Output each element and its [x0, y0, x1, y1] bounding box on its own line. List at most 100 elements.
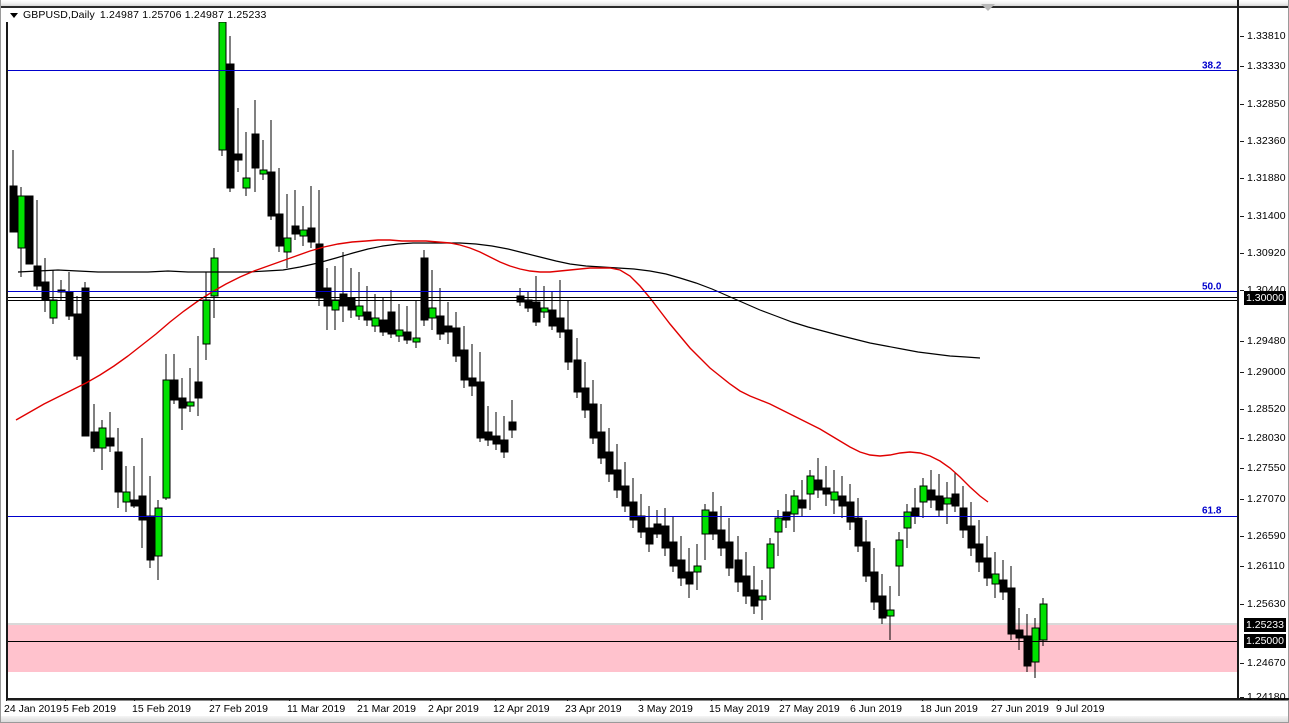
- date-tick-label: 2 Apr 2019: [428, 703, 479, 715]
- candle: [605, 428, 614, 482]
- date-tick: [567, 698, 568, 701]
- ohlc-values: 1.24987 1.25706 1.24987 1.25233: [99, 9, 267, 21]
- price-tick-label: 1.32360: [1247, 135, 1286, 147]
- price-tick-label: 1.33810: [1247, 30, 1286, 42]
- date-tick-label: 3 May 2019: [638, 703, 693, 715]
- date-tick-label: 27 Feb 2019: [209, 703, 268, 715]
- price-badge: 1.30000: [1244, 291, 1286, 305]
- candle: [122, 466, 131, 512]
- round-1.25000-line[interactable]: [8, 641, 1237, 642]
- date-tick: [289, 698, 290, 701]
- candle: [81, 282, 90, 437]
- candle: [186, 368, 195, 412]
- date-tick-label: 27 Jun 2019: [991, 703, 1049, 715]
- candle: [983, 536, 992, 586]
- candle: [387, 290, 396, 338]
- candle: [403, 306, 412, 344]
- price-tick-label: 1.28520: [1247, 403, 1286, 415]
- candle: [645, 506, 654, 552]
- candle: [734, 536, 743, 592]
- price-tick-label: 1.27070: [1247, 493, 1286, 505]
- candle: [73, 296, 82, 360]
- price-tick-label: 1.27550: [1247, 462, 1286, 474]
- date-tick-label: 5 Feb 2019: [63, 703, 117, 715]
- price-tick: [1240, 341, 1244, 342]
- candle: [911, 488, 920, 524]
- candle: [693, 544, 702, 590]
- date-tick-label: 27 May 2019: [779, 703, 840, 715]
- price-tick: [1240, 697, 1244, 698]
- round-1.30000-line[interactable]: [8, 297, 1237, 298]
- moving-average-line: [15, 239, 989, 503]
- candle: [806, 470, 815, 510]
- candle: [420, 250, 429, 326]
- candle: [613, 444, 622, 498]
- candle: [1039, 598, 1048, 646]
- candle: [25, 195, 34, 265]
- candle: [967, 502, 976, 556]
- price-tick: [1240, 290, 1244, 291]
- date-tick: [65, 698, 66, 701]
- date-tick-label: 6 Jun 2019: [850, 703, 902, 715]
- candle: [178, 378, 187, 430]
- price-tick: [1240, 253, 1244, 254]
- price-tick: [1240, 566, 1244, 567]
- price-tick: [1240, 216, 1244, 217]
- fib-label-61-8: 61.8: [1202, 505, 1222, 517]
- candle: [452, 312, 461, 362]
- support-zone-cap: [8, 623, 1237, 625]
- fib-label-50-0: 50.0: [1202, 281, 1222, 293]
- candle: [508, 400, 517, 438]
- candle: [822, 466, 831, 506]
- price-plot-area[interactable]: 38.2 50.0 61.8: [8, 22, 1237, 698]
- candle: [750, 566, 759, 614]
- candle: [581, 362, 590, 418]
- candle: [532, 276, 541, 326]
- candle: [685, 548, 694, 598]
- candle: [492, 412, 501, 450]
- candle: [677, 536, 686, 586]
- date-tick: [1058, 698, 1059, 701]
- candle: [355, 272, 364, 320]
- price-tick: [1240, 438, 1244, 439]
- candle: [210, 248, 219, 318]
- price-tick-label: 1.24670: [1247, 657, 1286, 669]
- candle: [138, 438, 147, 548]
- candle: [886, 586, 895, 640]
- price-tick: [1240, 141, 1244, 142]
- candle: [573, 338, 582, 398]
- candle: [259, 140, 268, 180]
- chevron-down-icon[interactable]: [10, 13, 18, 18]
- candle: [878, 574, 887, 624]
- price-axis[interactable]: 1.33810 1.33330 1.32850 1.32360 1.31880 1.314…: [1240, 22, 1289, 703]
- candle: [782, 494, 791, 528]
- candle: [33, 200, 42, 290]
- candle: [669, 516, 678, 572]
- date-tick: [993, 698, 994, 701]
- date-axis[interactable]: 24 Jan 2019 5 Feb 2019 15 Feb 2019 27 Feb 2…: [0, 698, 1289, 721]
- candle: [564, 300, 573, 370]
- date-tick-label: 9 Jul 2019: [1056, 703, 1105, 715]
- symbol-label: GBPUSD,Daily: [23, 9, 95, 21]
- candle: [524, 292, 533, 312]
- price-tick-label: 1.30920: [1247, 247, 1286, 259]
- candle: [766, 538, 775, 600]
- price-badge: 1.25000: [1244, 634, 1286, 648]
- candle: [854, 498, 863, 552]
- price-tick: [1240, 178, 1244, 179]
- fib-level-61-8[interactable]: [8, 516, 1237, 517]
- round-1.30000-b-line[interactable]: [8, 300, 1237, 301]
- price-badge: 1.25233: [1244, 618, 1286, 632]
- triangle-marker-icon[interactable]: [981, 4, 995, 11]
- fib-level-38-2[interactable]: [8, 70, 1237, 71]
- price-tick: [1240, 66, 1244, 67]
- candle: [830, 470, 839, 514]
- date-tick-label: 12 Apr 2019: [493, 703, 550, 715]
- candle: [17, 187, 26, 277]
- candle: [597, 404, 606, 464]
- date-tick: [640, 698, 641, 701]
- candle: [758, 580, 767, 620]
- date-tick-label: 15 May 2019: [709, 703, 770, 715]
- candle: [798, 480, 807, 516]
- fib-level-50-0[interactable]: [8, 291, 1237, 292]
